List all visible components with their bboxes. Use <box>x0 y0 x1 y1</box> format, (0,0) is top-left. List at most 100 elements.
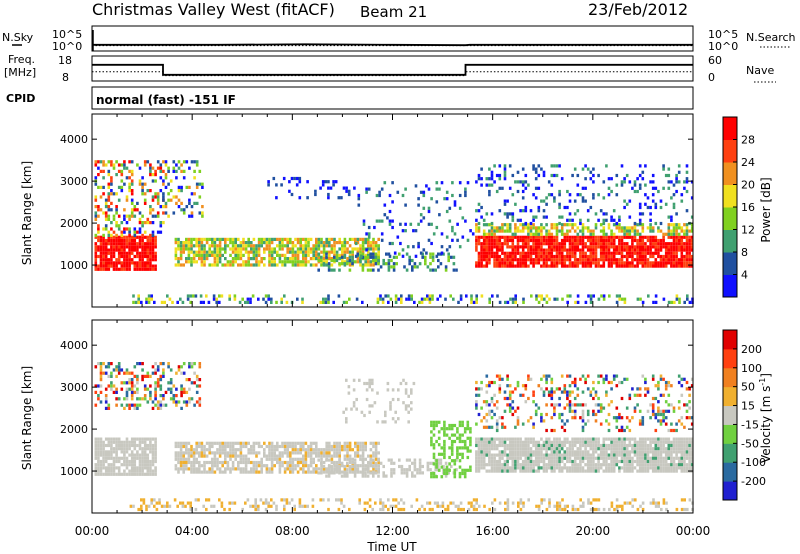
power-cell <box>280 183 283 187</box>
velocity-cell <box>607 453 611 457</box>
power-cell <box>164 173 168 177</box>
power-cell <box>281 237 284 241</box>
power-cell <box>488 167 491 171</box>
power-cell <box>592 173 595 178</box>
power-cell <box>356 247 360 251</box>
velocity-cell <box>151 469 155 473</box>
power-cell <box>320 258 323 263</box>
velocity-cell <box>555 466 559 470</box>
power-cell <box>348 250 352 254</box>
velocity-cell <box>123 469 126 473</box>
velocity-cell <box>581 443 585 448</box>
power-cell <box>351 237 354 241</box>
velocity-cell <box>537 459 541 464</box>
velocity-cell <box>618 440 621 444</box>
power-cell <box>117 245 121 249</box>
velocity-cell <box>437 461 440 465</box>
power-cell <box>348 258 352 263</box>
velocity-cell <box>453 471 457 476</box>
power-cell <box>675 248 678 252</box>
velocity-cell <box>99 447 103 451</box>
power-cell <box>404 203 407 207</box>
power-cell <box>117 214 121 218</box>
power-cell <box>143 182 147 186</box>
power-cell <box>475 242 478 246</box>
power-cell <box>221 263 224 267</box>
velocity-cell <box>466 420 470 424</box>
power-cell <box>110 233 113 237</box>
velocity-cell <box>299 467 302 471</box>
velocity-cell <box>224 444 227 449</box>
power-cell <box>374 241 378 245</box>
power-cell <box>375 193 379 198</box>
power-cell <box>592 251 595 255</box>
velocity-cell <box>501 466 504 470</box>
power-cell <box>649 264 652 268</box>
velocity-cell <box>136 387 139 391</box>
power-cell <box>649 238 652 243</box>
power-cell <box>618 242 621 246</box>
power-cell <box>667 235 671 239</box>
power-cell <box>182 208 186 212</box>
power-cell <box>361 252 365 256</box>
power-cell <box>367 244 370 248</box>
power-cell <box>501 229 504 233</box>
power-cell <box>633 229 637 233</box>
power-cell <box>571 251 574 255</box>
velocity-cell <box>602 469 606 473</box>
velocity-cell <box>237 467 240 471</box>
power-cell <box>167 166 170 170</box>
velocity-cell <box>149 437 152 441</box>
velocity-cell <box>107 450 111 454</box>
velocity-cell <box>550 463 554 467</box>
power-cell <box>576 232 580 236</box>
power-cell <box>372 244 375 248</box>
velocity-cell <box>430 423 433 428</box>
power-cell <box>120 248 124 252</box>
velocity-cell <box>107 466 111 470</box>
power-cell <box>322 297 325 301</box>
velocity-cell <box>200 451 204 455</box>
power-cell <box>175 163 178 167</box>
power-cell <box>143 251 147 255</box>
power-cell <box>680 238 684 243</box>
velocity-cell <box>576 466 580 470</box>
velocity-cell <box>278 457 282 461</box>
velocity-cell <box>141 469 144 473</box>
power-cell <box>452 297 455 301</box>
power-cell <box>623 245 626 249</box>
power-cell <box>193 192 196 196</box>
velocity-cell <box>229 448 232 452</box>
velocity-cell <box>99 459 103 464</box>
velocity-cell <box>252 444 256 449</box>
velocity-cell <box>325 451 328 455</box>
velocity-cell <box>503 466 507 470</box>
power-cell <box>149 242 152 246</box>
power-cell <box>493 245 496 249</box>
power-cell <box>110 176 113 180</box>
velocity-cell <box>149 450 152 454</box>
velocity-cell <box>416 471 419 475</box>
velocity-cell <box>631 469 634 473</box>
power-cell <box>592 245 595 249</box>
power-cell <box>451 181 454 185</box>
power-cell <box>532 226 535 230</box>
power-cell <box>584 254 587 259</box>
velocity-cell <box>117 469 121 473</box>
power-cell <box>657 248 660 252</box>
power-cell <box>540 258 543 262</box>
velocity-cell <box>286 451 289 455</box>
power-cell <box>250 263 253 267</box>
velocity-cell <box>169 397 173 401</box>
velocity-cell <box>389 404 392 408</box>
power-cell <box>532 235 535 239</box>
velocity-cell <box>294 448 297 452</box>
velocity-cell <box>615 463 619 467</box>
velocity-cell <box>216 448 219 452</box>
velocity-cell <box>571 459 574 464</box>
power-cell <box>657 264 660 268</box>
power-cell <box>529 209 533 213</box>
power-cell <box>579 229 582 233</box>
velocity-cell <box>408 468 411 472</box>
power-cell <box>307 260 310 264</box>
